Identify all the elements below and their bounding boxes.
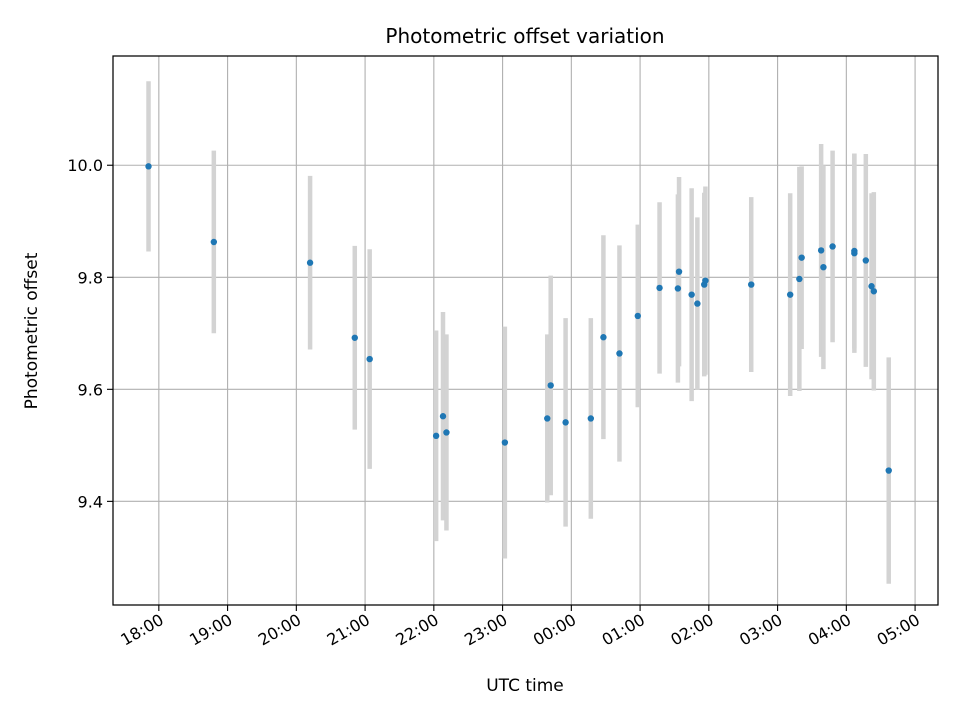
y-axis-ticks: 9.4 9.6 9.8 10.0 bbox=[67, 156, 113, 511]
data-point bbox=[820, 263, 827, 271]
data-point bbox=[210, 238, 218, 246]
data-point bbox=[656, 284, 663, 292]
data-point bbox=[634, 312, 641, 320]
data-point bbox=[501, 439, 509, 446]
data-point bbox=[702, 277, 709, 284]
y-tick-label: 9.8 bbox=[78, 268, 103, 287]
data-point bbox=[694, 300, 701, 307]
data-point bbox=[851, 249, 858, 257]
data-point bbox=[786, 291, 794, 298]
data-point bbox=[748, 281, 755, 288]
data-point bbox=[798, 254, 805, 261]
data-point bbox=[562, 419, 569, 426]
data-point bbox=[675, 268, 683, 275]
data-point bbox=[544, 415, 551, 422]
data-point bbox=[366, 355, 373, 363]
data-point bbox=[351, 334, 358, 341]
x-axis-label: UTC time bbox=[486, 676, 564, 696]
data-point bbox=[432, 432, 440, 440]
data-point bbox=[868, 283, 875, 290]
y-tick-label: 9.6 bbox=[78, 380, 103, 399]
y-tick-label: 9.4 bbox=[78, 492, 103, 511]
data-point bbox=[829, 243, 836, 250]
data-point bbox=[600, 334, 607, 341]
data-point bbox=[870, 288, 878, 295]
data-point bbox=[547, 382, 554, 389]
y-tick-label: 10.0 bbox=[67, 156, 103, 175]
data-point bbox=[306, 259, 314, 266]
data-point bbox=[145, 163, 152, 170]
data-point bbox=[862, 257, 870, 264]
data-point bbox=[796, 275, 803, 283]
data-points bbox=[145, 163, 892, 474]
data-point bbox=[674, 285, 682, 292]
y-axis-label: Photometric offset bbox=[22, 252, 42, 409]
data-point bbox=[885, 467, 892, 474]
data-point bbox=[817, 247, 825, 254]
data-point bbox=[439, 413, 447, 420]
data-point bbox=[443, 429, 450, 436]
chart-title: Photometric offset variation bbox=[385, 24, 664, 48]
axes-frame bbox=[112, 55, 939, 606]
data-point bbox=[616, 350, 623, 357]
data-point bbox=[587, 415, 595, 422]
data-point bbox=[688, 291, 695, 298]
